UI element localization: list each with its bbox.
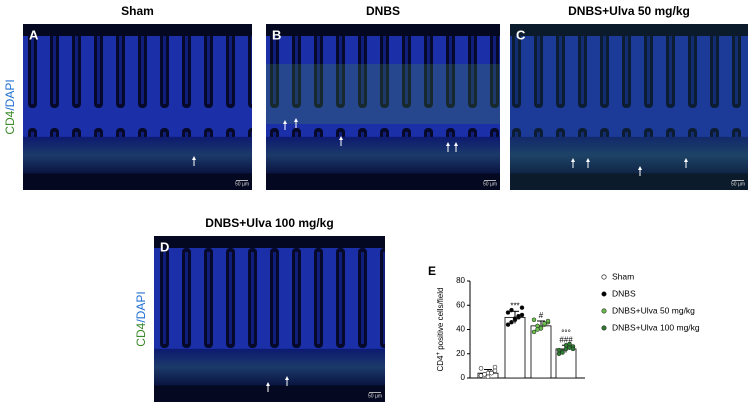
scale-label: 50 µm	[235, 181, 249, 187]
arrow-head	[454, 142, 458, 146]
panel-title: Sham	[121, 4, 154, 18]
crypts	[266, 36, 500, 139]
scale-bar	[484, 180, 496, 181]
muscle-layer	[23, 136, 252, 174]
muscle-layer	[510, 136, 748, 174]
y-axis-label: CD4+ positive cells/field	[436, 287, 446, 371]
ylabel-b: positive cells/field	[436, 287, 445, 351]
data-point	[512, 316, 518, 321]
data-point	[535, 323, 540, 329]
y-tick-label: 20	[456, 349, 465, 358]
stain-cd4: CD4	[3, 110, 17, 134]
stain-dapi: /DAPI	[134, 291, 148, 322]
scale-label: 50 µm	[483, 181, 497, 187]
significance: #	[539, 311, 544, 320]
data-point	[489, 370, 494, 376]
data-point	[538, 326, 544, 331]
inflamed-area	[266, 64, 500, 124]
ylabel-a: CD4	[436, 355, 445, 372]
legend-marker	[601, 274, 607, 280]
arrow-head	[339, 136, 343, 140]
scale-label: 50 µm	[368, 393, 382, 399]
micrograph	[154, 236, 385, 402]
significance: ###	[559, 335, 573, 344]
crypts	[154, 248, 385, 351]
data-point	[542, 321, 547, 326]
micrograph	[23, 24, 252, 190]
scale-label: 50 µm	[731, 181, 745, 187]
panel-letter: E	[428, 264, 436, 278]
data-point	[482, 372, 487, 377]
stain-label: CD4/DAPI	[3, 79, 17, 134]
scale-bar	[369, 392, 381, 393]
muscle-layer	[266, 136, 500, 174]
panel-title: DNBS+Ulva 100 mg/kg	[205, 216, 333, 230]
arrow-head	[266, 382, 270, 386]
arrow-head	[294, 118, 298, 122]
data-point	[505, 310, 511, 315]
stain-label: CD4/DAPI	[134, 291, 148, 346]
data-point	[567, 341, 572, 347]
legend-label: DNBS+Ulva 50 mg/kg	[612, 305, 695, 315]
scale-bar	[732, 180, 744, 181]
data-point	[531, 329, 537, 335]
significance: °°°	[561, 328, 571, 337]
arrow-head	[638, 166, 642, 170]
data-point	[505, 322, 511, 327]
y-tick-label: 40	[456, 325, 465, 334]
y-tick-label: 80	[456, 276, 465, 285]
arrow-head	[586, 158, 590, 162]
panel-letter: C	[516, 27, 526, 42]
arrow-head	[285, 376, 289, 380]
crypts	[23, 36, 252, 139]
data-point	[509, 319, 514, 325]
stain-cd4: CD4	[134, 322, 148, 346]
data-point	[519, 305, 525, 310]
panel-letter: A	[29, 27, 39, 42]
panel-letter: D	[160, 239, 169, 254]
micrograph	[266, 24, 500, 190]
data-point	[560, 350, 565, 355]
arrow-head	[684, 158, 688, 162]
scale-bar	[236, 180, 248, 181]
data-point	[478, 366, 484, 371]
micrograph	[510, 24, 748, 190]
arrow-head	[446, 142, 450, 146]
legend-label: Sham	[612, 271, 634, 281]
stain-dapi: /DAPI	[3, 79, 17, 110]
ylabel-sup: +	[436, 351, 442, 355]
crypts	[510, 36, 748, 139]
muscle-layer	[154, 348, 385, 386]
data-point	[531, 317, 537, 323]
arrow-head	[192, 156, 196, 160]
data-point	[509, 307, 514, 313]
legend-marker	[601, 325, 607, 331]
legend-marker	[601, 291, 607, 297]
arrow-head	[283, 120, 287, 124]
legend-label: DNBS	[612, 288, 636, 298]
data-point	[516, 313, 521, 319]
panel-title: DNBS+Ulva 50 mg/kg	[568, 4, 690, 18]
data-point	[492, 364, 498, 370]
data-point	[485, 374, 491, 380]
y-tick-label: 0	[461, 373, 466, 382]
data-point	[570, 346, 576, 352]
panel-letter: B	[272, 27, 281, 42]
y-tick-label: 60	[456, 300, 465, 309]
significance: ***	[510, 301, 519, 310]
panel-title: DNBS	[366, 4, 400, 18]
data-point	[556, 347, 562, 353]
data-point	[545, 318, 551, 324]
legend-marker	[601, 308, 607, 314]
tint	[510, 24, 748, 190]
arrow-head	[571, 158, 575, 162]
legend-label: DNBS+Ulva 100 mg/kg	[612, 322, 700, 332]
